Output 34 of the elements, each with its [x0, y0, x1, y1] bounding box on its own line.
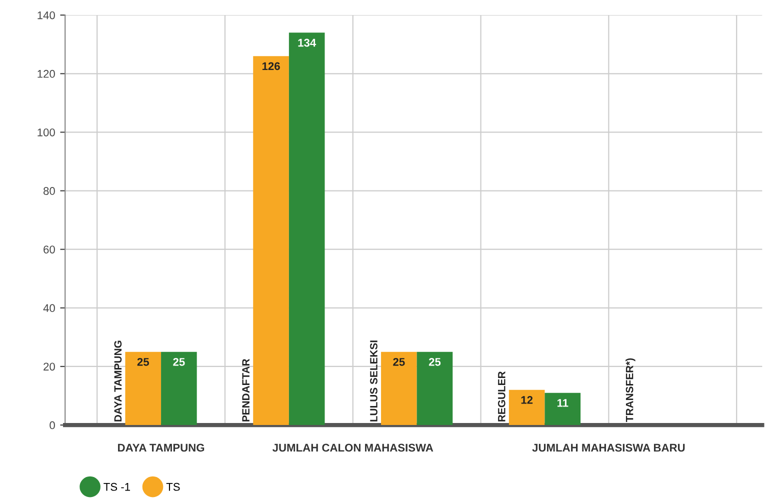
text: DAYA TAMPUNG [118, 444, 204, 452]
y-tick-label: 20 [44, 362, 55, 371]
bar [508, 390, 545, 426]
bar [288, 32, 325, 426]
y-tick-label: 0 [50, 421, 55, 430]
x-tick-label: REGULER [498, 371, 506, 422]
data-label: 134 [298, 38, 316, 47]
bar [544, 392, 581, 426]
x-tick-label: TRANSFER*) [626, 358, 636, 422]
y-tick-label: 100 [38, 128, 55, 136]
data-label: 126 [262, 62, 280, 70]
bar [416, 352, 453, 426]
y-tick-label: 40 [43, 304, 55, 312]
y-tick-label: 120 [38, 70, 55, 78]
data-label: 12 [521, 396, 533, 404]
y-tick-label: 140 [38, 11, 55, 20]
data-label: 25 [393, 358, 405, 366]
data-label: 25 [428, 358, 441, 366]
data-label: 25 [137, 358, 149, 366]
bar [381, 352, 417, 426]
data-label: 25 [173, 358, 185, 366]
bar [253, 56, 289, 426]
text: JUMLAH CALON MAHASISWA [272, 444, 434, 452]
x-tick-label: PENDAFTAR [242, 358, 250, 422]
bar [161, 352, 197, 426]
text: JUMLAH MAHASISWA BARU [532, 444, 685, 452]
legend-label: TS [166, 482, 180, 491]
x-tick-label: DAYA TAMPUNG [114, 340, 122, 422]
y-tick-label: 60 [44, 246, 55, 254]
x-tick-label: LULUS SELEKSI [370, 340, 378, 422]
bar [125, 352, 162, 426]
y-tick-label: 80 [44, 187, 55, 195]
data-label: 11 [557, 399, 568, 407]
legend-label: TS -1 [104, 482, 130, 491]
